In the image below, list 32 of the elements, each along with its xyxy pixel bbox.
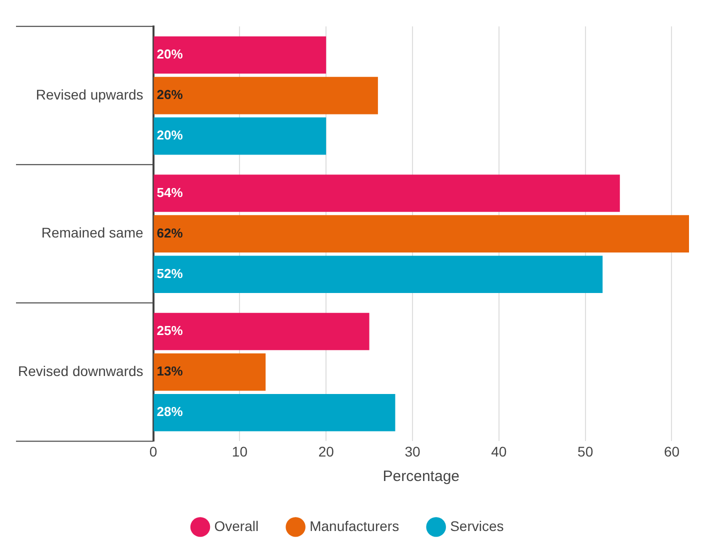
x-tick-label: 50 (578, 443, 594, 460)
legend-label: Manufacturers (310, 518, 400, 534)
legend-label: Services (450, 518, 504, 534)
bar (154, 36, 326, 74)
y-tick-label: Revised upwards (36, 86, 144, 102)
y-tick-label: Remained same (41, 224, 144, 241)
legend-label: Overall (214, 518, 259, 534)
y-tick-label: Revised downwards (18, 362, 144, 379)
x-tick-label: 60 (664, 443, 680, 460)
data-label: 20% (156, 128, 184, 143)
x-tick-label: 30 (404, 443, 420, 460)
bar (154, 174, 620, 212)
bar (154, 353, 266, 391)
data-label: 28% (156, 404, 184, 420)
x-axis-title: Percentage (382, 468, 460, 486)
data-label: 20% (156, 46, 184, 62)
bar (154, 76, 378, 114)
data-label: 54% (156, 184, 184, 200)
bar (154, 215, 689, 252)
x-tick-label: 40 (491, 443, 507, 460)
data-label: 52% (156, 266, 184, 281)
bar (154, 312, 370, 350)
data-label: 26% (156, 87, 184, 102)
bar (154, 394, 396, 432)
data-label: 62% (156, 225, 184, 240)
bar (154, 256, 603, 294)
x-tick-label: 0 (149, 443, 158, 460)
data-label: 25% (156, 323, 184, 338)
data-label: 13% (156, 364, 184, 379)
x-tick-label: 20 (318, 443, 334, 460)
x-tick-label: 10 (232, 443, 248, 460)
bar (154, 117, 326, 155)
